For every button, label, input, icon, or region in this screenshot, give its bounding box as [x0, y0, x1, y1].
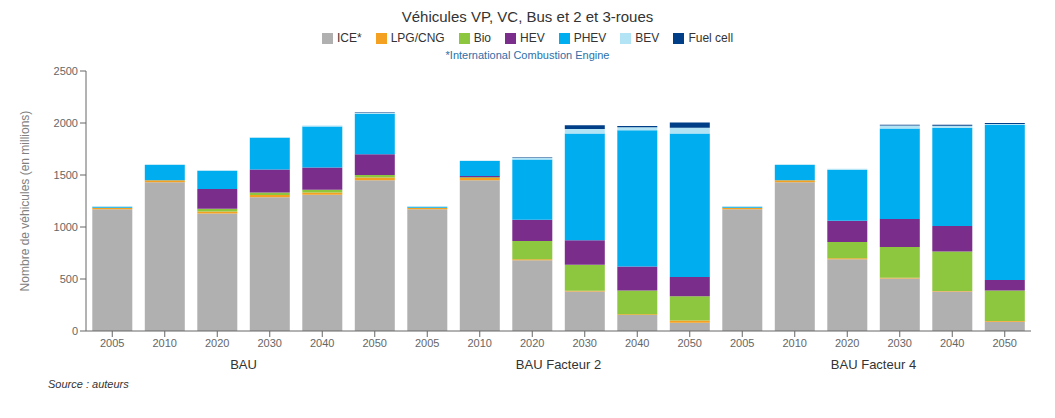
svg-text:2010: 2010: [783, 337, 807, 349]
html-text:ICE*: ICE*: [336, 31, 362, 45]
html-text:LPG/CNG: LPG/CNG: [390, 31, 445, 45]
svg-text:1500: 1500: [54, 169, 78, 181]
svg-text:2500: 2500: [54, 65, 78, 77]
svg-text:2040: 2040: [940, 337, 964, 349]
html-text:Source : auteurs: Source : auteurs: [48, 378, 129, 390]
svg-text:2010: 2010: [468, 337, 492, 349]
html-text:*International Combustion Engi: *International Combustion Engine: [445, 49, 610, 61]
svg-text:2030: 2030: [258, 337, 282, 349]
svg-text:2040: 2040: [625, 337, 649, 349]
svg-text:2020: 2020: [520, 337, 544, 349]
html-text:BEV: BEV: [635, 31, 660, 45]
svg-text:2030: 2030: [573, 337, 597, 349]
svg-text:2040: 2040: [310, 337, 334, 349]
html-text:Fuel cell: Fuel cell: [688, 31, 734, 45]
svg-text:2005: 2005: [100, 337, 124, 349]
svg-text:2020: 2020: [205, 337, 229, 349]
svg-text:2005: 2005: [730, 337, 754, 349]
svg-text:2005: 2005: [415, 337, 439, 349]
html-text:Bio: Bio: [473, 31, 491, 45]
svg-text:2030: 2030: [888, 337, 912, 349]
svg-text:2050: 2050: [363, 337, 387, 349]
svg-text:2020: 2020: [835, 337, 859, 349]
html-text:BAU: BAU: [230, 357, 257, 372]
svg-text:2000: 2000: [54, 117, 78, 129]
svg-text:1000: 1000: [54, 221, 78, 233]
html-text:BAU Facteur 2: BAU Facteur 2: [515, 357, 602, 372]
svg-text:500: 500: [60, 273, 78, 285]
svg-text:2050: 2050: [678, 337, 702, 349]
svg-text:2010: 2010: [153, 337, 177, 349]
svg-text:Nombre de véhicules (en millio: Nombre de véhicules (en millions): [18, 111, 32, 292]
html-text:BAU Facteur 4: BAU Facteur 4: [830, 357, 917, 372]
html-text:HEV: HEV: [520, 31, 545, 45]
svg-text:0: 0: [72, 325, 78, 337]
html-text:Véhicules VP, VC, Bus et 2 et: Véhicules VP, VC, Bus et 2 et 3-roues: [401, 8, 654, 25]
html-text:PHEV: PHEV: [573, 31, 607, 45]
svg-text:2050: 2050: [993, 337, 1017, 349]
